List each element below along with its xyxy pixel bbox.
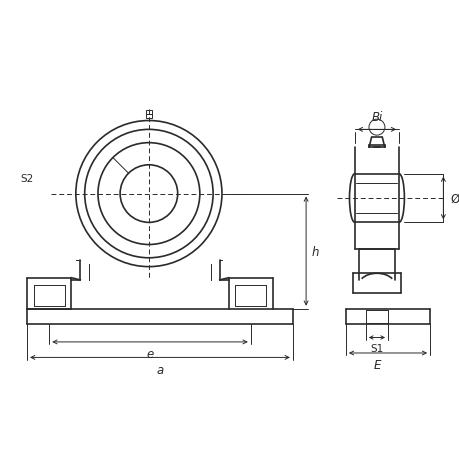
Bar <box>146 111 151 119</box>
Text: a: a <box>156 363 163 376</box>
Text: E: E <box>372 358 380 371</box>
Text: S2: S2 <box>21 173 34 183</box>
Text: Bi: Bi <box>370 111 382 123</box>
Text: h: h <box>311 245 318 258</box>
Text: e: e <box>146 347 153 360</box>
Text: S1: S1 <box>369 343 383 353</box>
Text: Ø: Ø <box>449 192 458 205</box>
